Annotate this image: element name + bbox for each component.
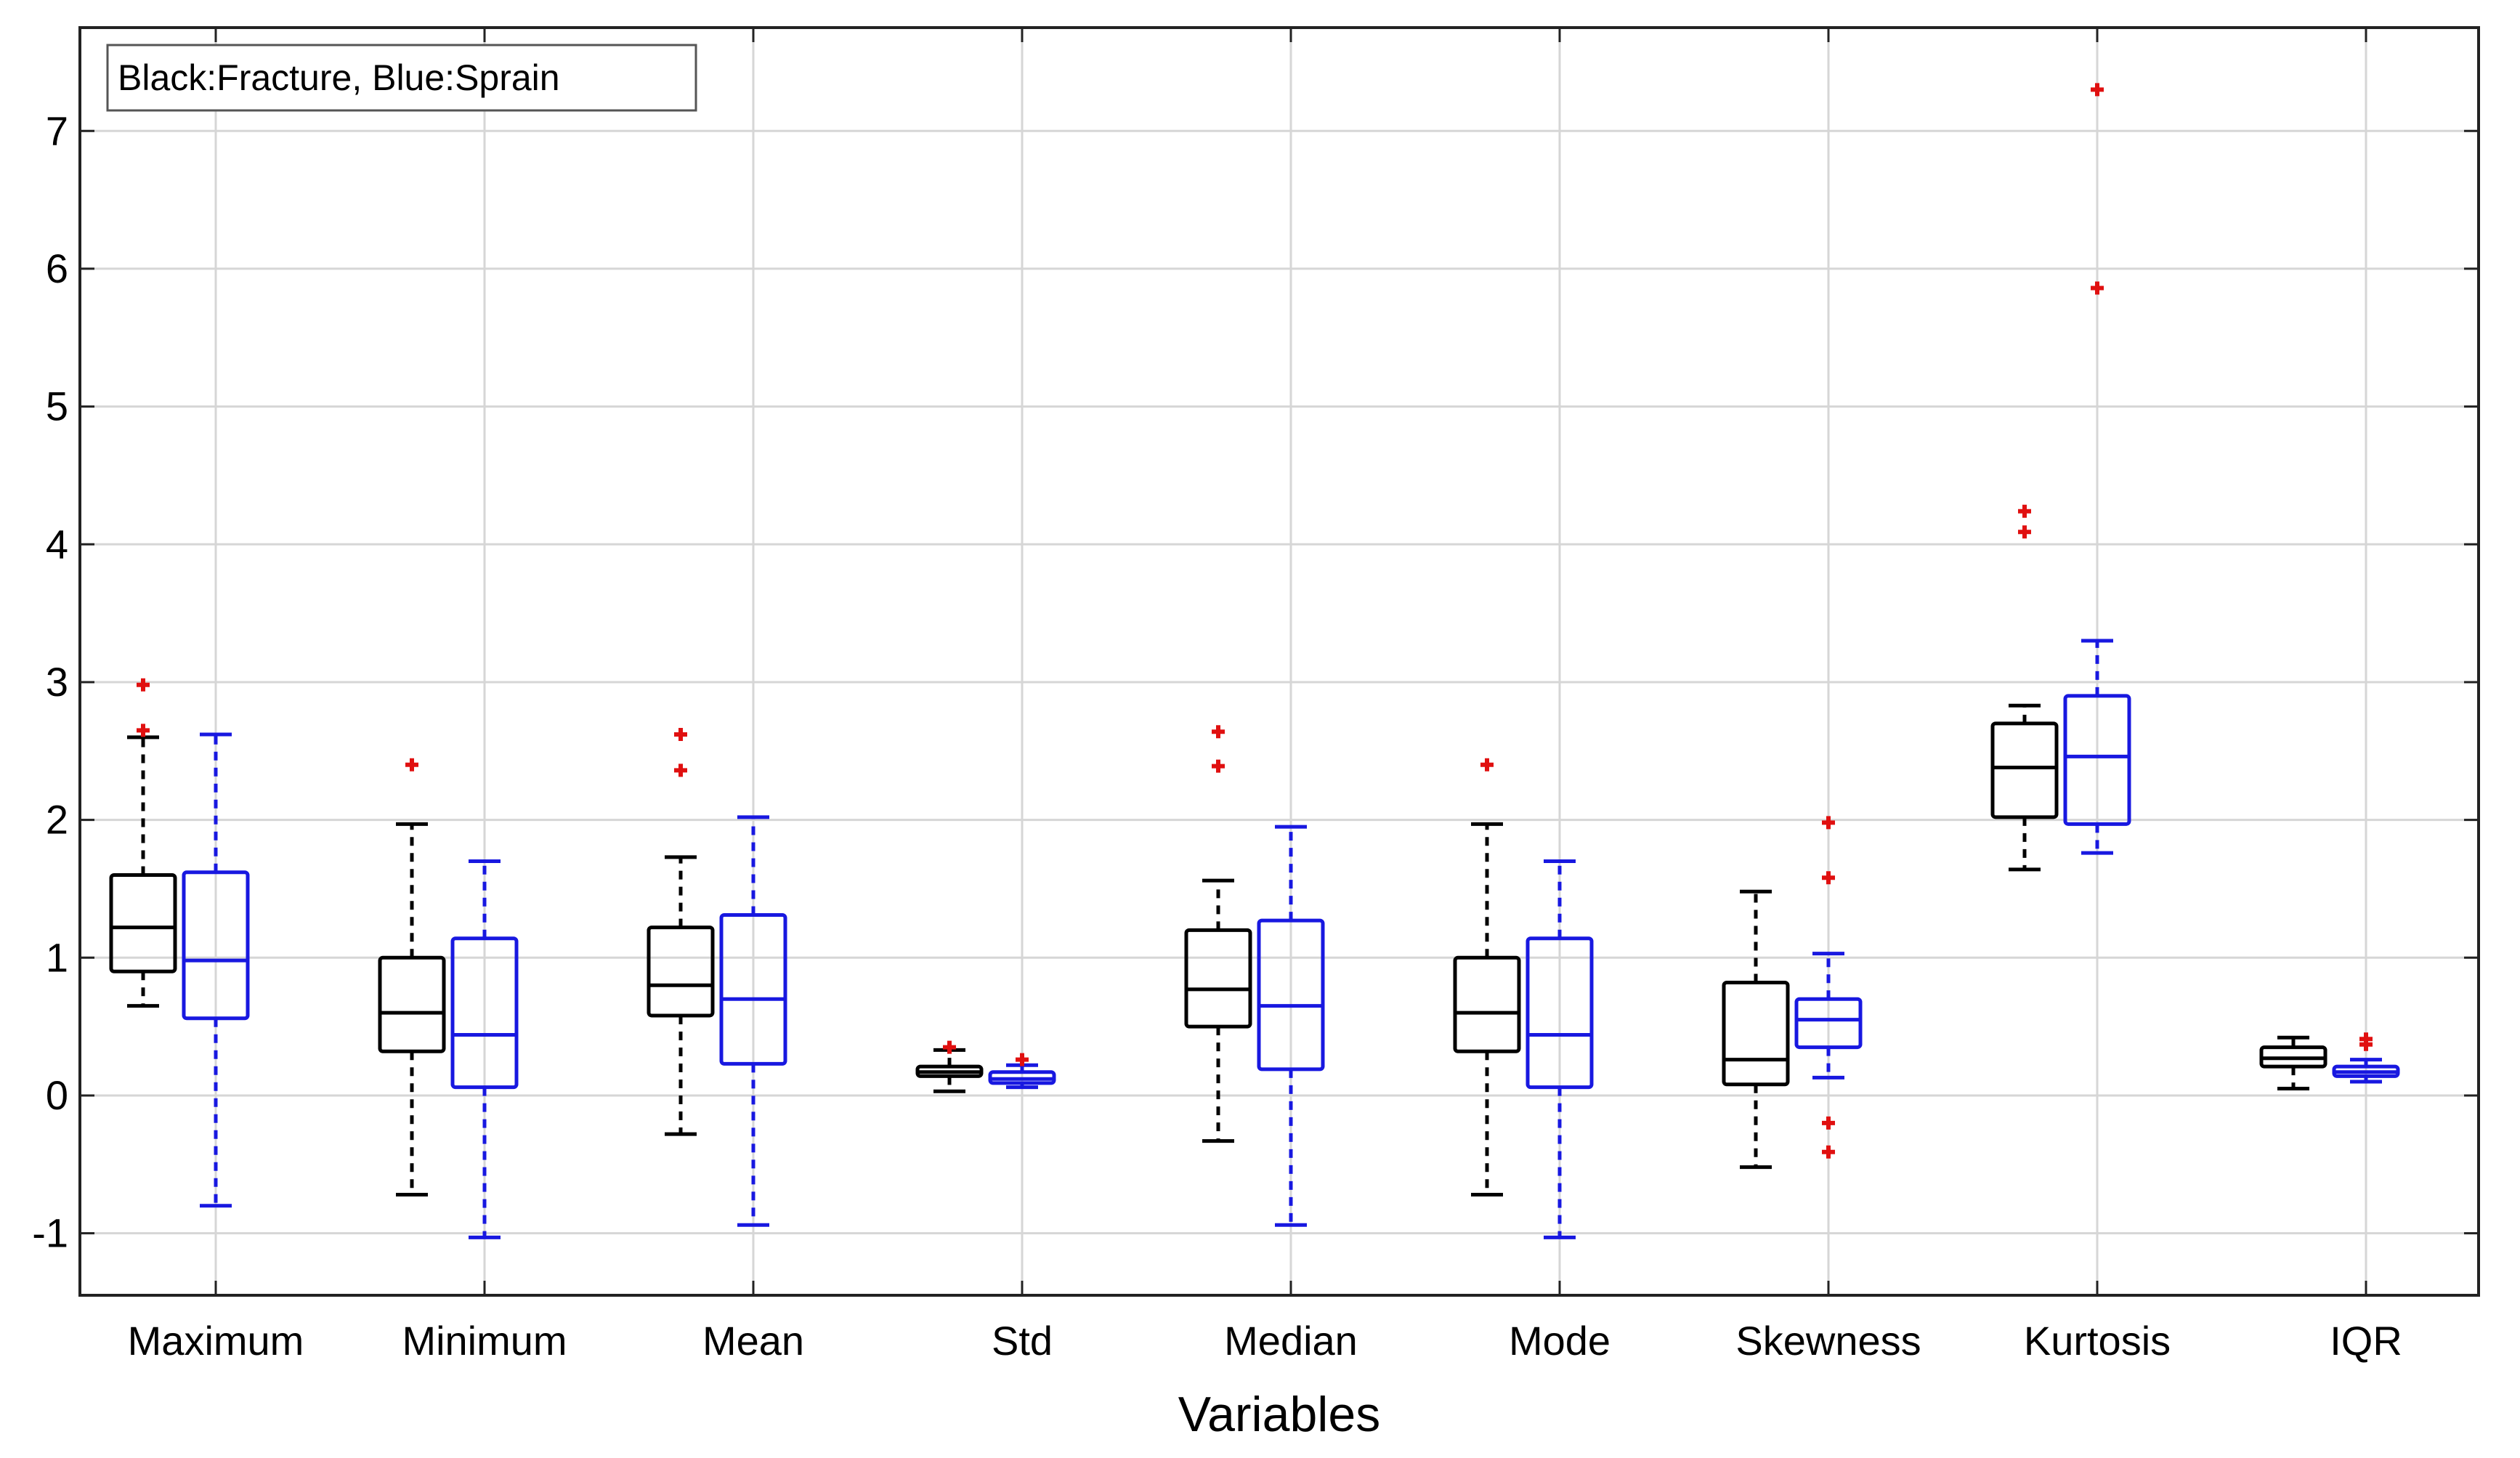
box-fracture-iqr: [2259, 1035, 2327, 1090]
box-sprain-mean: [719, 815, 787, 1227]
outlier-point: [1212, 725, 1225, 739]
outlier-point: [137, 724, 150, 737]
outlier-point: [2018, 504, 2031, 518]
plot-background: [80, 28, 2479, 1295]
y-tick-label: 3: [46, 659, 68, 705]
box-iqr: [450, 936, 519, 1090]
y-tick-label: 7: [46, 108, 68, 153]
box-fracture-mode: [1453, 758, 1521, 1197]
x-tick-label-mean: Mean: [702, 1318, 804, 1364]
x-tick-label-std: Std: [992, 1318, 1053, 1364]
grid-layer: [80, 28, 2479, 1295]
box-iqr: [182, 870, 250, 1021]
x-tick-label-skewness: Skewness: [1735, 1318, 1921, 1364]
x-tick-label-minimum: Minimum: [402, 1318, 567, 1364]
outlier-point: [1212, 759, 1225, 773]
box-sprain-iqr: [2332, 1032, 2400, 1084]
x-tick-label-maximum: Maximum: [128, 1318, 304, 1364]
y-tick-label: 1: [46, 934, 68, 980]
legend-text: Black:Fracture, Blue:Sprain: [118, 57, 560, 98]
box-sprain-mode: [1526, 859, 1594, 1239]
x-axis-title: Variables: [1178, 1387, 1380, 1442]
outlier-point: [137, 678, 150, 692]
axis-layer: -1 0 1 2 3 4 5 6 7 Maximum Minimum Mean Std Median Mod…: [32, 26, 2480, 1364]
plot-frame: [78, 26, 2480, 1297]
outlier-point: [1822, 816, 1835, 830]
outlier-point: [2359, 1037, 2373, 1051]
box-fracture-minimum: [378, 758, 446, 1197]
box-iqr: [719, 913, 787, 1066]
y-tick-label: 4: [46, 521, 68, 567]
box-layer: [109, 83, 2400, 1239]
outlier-point: [1822, 1116, 1835, 1130]
outlier-point: [2091, 83, 2104, 97]
box-iqr: [2063, 694, 2131, 826]
outlier-point: [405, 758, 418, 771]
box-iqr: [1184, 928, 1252, 1029]
box-fracture-mean: [647, 728, 715, 1136]
box-sprain-kurtosis: [2063, 83, 2131, 855]
box-sprain-minimum: [450, 859, 519, 1239]
outlier-point: [1822, 871, 1835, 885]
box-iqr: [1257, 918, 1325, 1072]
box-iqr: [1526, 936, 1594, 1090]
box-iqr: [1722, 980, 1790, 1087]
box-sprain-skewness: [1794, 816, 1863, 1159]
box-iqr: [1453, 955, 1521, 1053]
outlier-point: [674, 764, 687, 777]
box-sprain-median: [1257, 825, 1325, 1227]
x-tick-label-median: Median: [1224, 1318, 1358, 1364]
box-fracture-kurtosis: [1990, 504, 2059, 872]
outlier-point: [2018, 525, 2031, 539]
outlier-point: [674, 728, 687, 742]
outlier-point: [1822, 1145, 1835, 1159]
box-iqr: [378, 955, 446, 1053]
outlier-point: [943, 1040, 956, 1054]
outlier-point: [2091, 281, 2104, 295]
box-fracture-median: [1184, 725, 1252, 1143]
box-fracture-skewness: [1722, 889, 1790, 1170]
outlier-point: [1480, 758, 1494, 771]
box-sprain-std: [988, 1053, 1056, 1090]
y-tick-label: -1: [32, 1210, 68, 1256]
box-iqr: [647, 926, 715, 1018]
legend-box: [106, 44, 697, 112]
box-fracture-std: [915, 1040, 984, 1093]
legend: Black:Fracture, Blue:Sprain: [106, 44, 697, 112]
x-tick-label-iqr: IQR: [2330, 1318, 2402, 1364]
x-tick-label-kurtosis: Kurtosis: [2024, 1318, 2171, 1364]
box-fracture-maximum: [109, 678, 177, 1008]
y-tick-label: 5: [46, 384, 68, 429]
y-tick-label: 6: [46, 246, 68, 291]
y-tick-label: 0: [46, 1072, 68, 1118]
y-tick-label: 2: [46, 797, 68, 843]
outlier-point: [1016, 1053, 1029, 1066]
box-sprain-maximum: [182, 732, 250, 1208]
box-iqr: [1990, 721, 2059, 819]
x-tick-label-mode: Mode: [1509, 1318, 1611, 1364]
box-iqr: [1794, 997, 1863, 1050]
box-iqr: [109, 872, 177, 973]
